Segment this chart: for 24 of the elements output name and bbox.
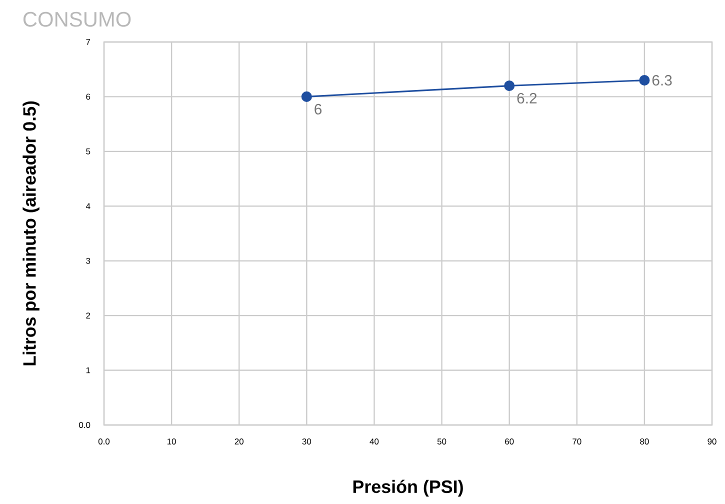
x-tick-label: 60 (505, 438, 514, 444)
data-label: 6 (314, 104, 322, 114)
x-tick-label: 20 (234, 438, 244, 444)
y-tick-label: 6 (86, 94, 90, 100)
x-tick-label: 70 (572, 438, 582, 444)
y-tick-label: 5 (86, 148, 90, 154)
y-tick-label: 2 (86, 312, 90, 319)
y-tick-label: 3 (86, 258, 90, 264)
y-axis-title: Litros por minuto (aireador 0.5) (22, 101, 40, 366)
data-label: 6.2 (517, 92, 537, 104)
x-tick-label: 40 (370, 438, 379, 444)
y-tick-label: 7 (86, 39, 90, 45)
chart-title: CONSUMO (23, 12, 131, 27)
x-tick-label: 30 (302, 438, 312, 444)
data-label: 6.3 (652, 74, 672, 86)
y-tick-label: 0.0 (79, 422, 90, 428)
y-tick-label: 4 (86, 203, 90, 210)
x-tick-label: 10 (167, 438, 176, 444)
x-axis-title: Presión (PSI) (353, 480, 463, 497)
y-tick-label: 1 (86, 367, 90, 374)
x-tick-label: 80 (640, 438, 649, 444)
x-tick-label: 90 (708, 438, 716, 444)
x-tick-label: 50 (437, 438, 446, 444)
x-tick-label: 0.0 (98, 438, 110, 444)
